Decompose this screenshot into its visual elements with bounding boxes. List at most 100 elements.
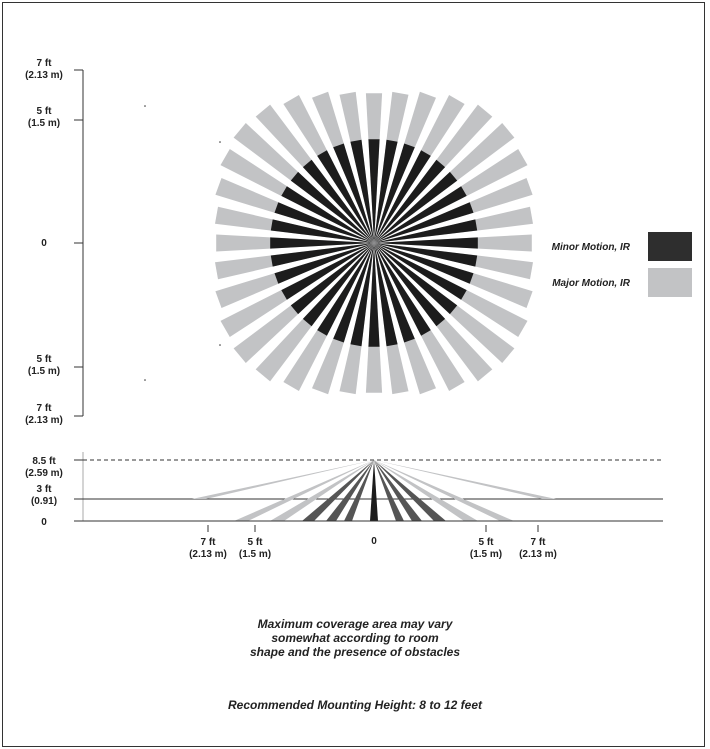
side-coverage-beam bbox=[302, 460, 374, 521]
minor-motion-beam bbox=[374, 243, 431, 336]
marker-dot bbox=[144, 379, 146, 381]
top-axis-label-line-1: 7 ft bbox=[37, 403, 53, 414]
side-x-label-line-1: 0 bbox=[371, 536, 377, 547]
minor-motion-beam bbox=[290, 171, 374, 243]
side-coverage-beam bbox=[344, 460, 374, 521]
side-x-label-line-1: 5 ft bbox=[479, 537, 495, 548]
minor-motion-beam bbox=[270, 219, 374, 243]
side-coverage-beam bbox=[374, 460, 446, 521]
coverage-note: Maximum coverage area may vary somewhat … bbox=[0, 617, 710, 659]
marker-dot bbox=[144, 105, 146, 107]
side-x-label-line-2: (2.13 m) bbox=[519, 549, 557, 560]
minor-motion-beam bbox=[374, 143, 415, 243]
minor-motion-beam bbox=[374, 237, 478, 249]
side-axis-label: 0 bbox=[41, 517, 47, 528]
side-coverage-beam bbox=[270, 460, 374, 521]
minor-motion-beam bbox=[302, 159, 374, 243]
legend-label: Major Motion, IR bbox=[552, 278, 631, 289]
side-coverage-beam bbox=[374, 460, 404, 521]
minor-motion-beam bbox=[274, 202, 374, 243]
side-axis-label-line-1: 3 ft bbox=[37, 484, 53, 495]
legend-swatch bbox=[648, 268, 692, 297]
side-x-label-line-1: 7 ft bbox=[201, 537, 217, 548]
side-x-label: 7 ft (2.13 m) bbox=[519, 537, 557, 560]
minor-motion-beam bbox=[374, 171, 458, 243]
minor-motion-beam bbox=[368, 139, 380, 243]
minor-motion-beam bbox=[333, 143, 374, 243]
legend-swatch bbox=[648, 232, 692, 261]
minor-motion-beam bbox=[270, 243, 374, 267]
side-coverage-beam bbox=[192, 460, 374, 499]
marker-dot bbox=[219, 344, 221, 346]
minor-motion-beam bbox=[270, 237, 374, 249]
top-axis-label-line-2: (1.5 m) bbox=[28, 118, 60, 129]
minor-motion-beam bbox=[374, 150, 431, 243]
minor-motion-beam bbox=[333, 243, 374, 343]
minor-motion-beam bbox=[374, 139, 398, 243]
minor-motion-beam bbox=[281, 186, 374, 243]
side-axis-label-line-1: 0 bbox=[41, 517, 47, 528]
top-axis-label: 5 ft (1.5 m) bbox=[28, 354, 60, 377]
top-axis-label: 7 ft (2.13 m) bbox=[25, 58, 63, 81]
minor-motion-beam bbox=[274, 243, 374, 284]
top-axis-label: 7 ft (2.13 m) bbox=[25, 403, 63, 426]
top-axis-label-line-1: 5 ft bbox=[37, 106, 53, 117]
side-axis-label: 3 ft (0.91) bbox=[31, 484, 57, 507]
side-coverage-beam bbox=[374, 460, 514, 521]
top-axis-label-line-2: (1.5 m) bbox=[28, 366, 60, 377]
side-x-label-line-2: (1.5 m) bbox=[470, 549, 502, 560]
minor-motion-beam bbox=[374, 186, 467, 243]
side-coverage-beam bbox=[234, 460, 374, 521]
minor-motion-beam bbox=[317, 150, 374, 243]
side-x-label: 7 ft (2.13 m) bbox=[189, 537, 227, 560]
side-axis-label-line-2: (2.59 m) bbox=[25, 468, 63, 479]
side-coverage-beam bbox=[374, 460, 556, 499]
side-x-label: 5 ft (1.5 m) bbox=[470, 537, 502, 560]
minor-motion-beam bbox=[290, 243, 374, 315]
top-axis-label-line-1: 5 ft bbox=[37, 354, 53, 365]
side-coverage-beam bbox=[374, 460, 422, 521]
coverage-note-line-3: shape and the presence of obstacles bbox=[249, 645, 461, 659]
minor-motion-beam bbox=[302, 243, 374, 327]
side-axis-label: 8.5 ft (2.59 m) bbox=[25, 456, 63, 479]
side-view-coverage: 8.5 ft (2.59 m)3 ft (0.91)07 ft (2.13 m)5 f… bbox=[25, 452, 663, 560]
side-x-label: 5 ft (1.5 m) bbox=[239, 537, 271, 560]
top-view-coverage-pattern bbox=[215, 91, 533, 395]
minor-motion-beam bbox=[374, 159, 446, 243]
minor-motion-beam bbox=[368, 243, 380, 347]
minor-motion-beam bbox=[374, 243, 458, 315]
side-x-label-line-2: (2.13 m) bbox=[189, 549, 227, 560]
top-axis-label-line-1: 7 ft bbox=[37, 58, 53, 69]
marker-dot bbox=[219, 141, 221, 143]
side-x-label: 0 bbox=[371, 536, 377, 547]
minor-motion-beam bbox=[374, 219, 478, 243]
top-axis-label-line-2: (2.13 m) bbox=[25, 415, 63, 426]
coverage-note-line-1: Maximum coverage area may vary bbox=[257, 617, 453, 631]
top-axis-label-line-2: (2.13 m) bbox=[25, 70, 63, 81]
side-x-label-line-1: 7 ft bbox=[531, 537, 547, 548]
side-x-label-line-1: 5 ft bbox=[248, 537, 264, 548]
minor-motion-beam bbox=[317, 243, 374, 336]
side-x-label-line-2: (1.5 m) bbox=[239, 549, 271, 560]
minor-motion-beam bbox=[374, 243, 398, 347]
side-coverage-beam bbox=[326, 460, 374, 521]
top-axis-label: 0 bbox=[41, 238, 47, 249]
top-view-axis: 7 ft (2.13 m)5 ft (1.5 m)05 ft (1.5 m)7 ft(… bbox=[25, 58, 221, 426]
minor-motion-beam bbox=[350, 243, 374, 347]
legend: Minor Motion, IR Major Motion, IR bbox=[552, 232, 692, 297]
minor-motion-beam bbox=[374, 243, 467, 300]
minor-motion-beam bbox=[374, 243, 446, 327]
side-coverage-beam bbox=[374, 460, 478, 521]
minor-motion-beam bbox=[374, 243, 415, 343]
mounting-height-note: Recommended Mounting Height: 8 to 12 fee… bbox=[227, 698, 482, 712]
side-axis-label-line-1: 8.5 ft bbox=[32, 456, 56, 467]
side-axis-label-line-2: (0.91) bbox=[31, 496, 57, 507]
minor-motion-beam bbox=[374, 243, 478, 267]
minor-motion-beam bbox=[281, 243, 374, 300]
minor-motion-beam bbox=[350, 139, 374, 243]
top-axis-label: 5 ft (1.5 m) bbox=[28, 106, 60, 129]
side-coverage-beam bbox=[370, 460, 378, 521]
coverage-note-line-2: somewhat according to room bbox=[271, 631, 439, 645]
